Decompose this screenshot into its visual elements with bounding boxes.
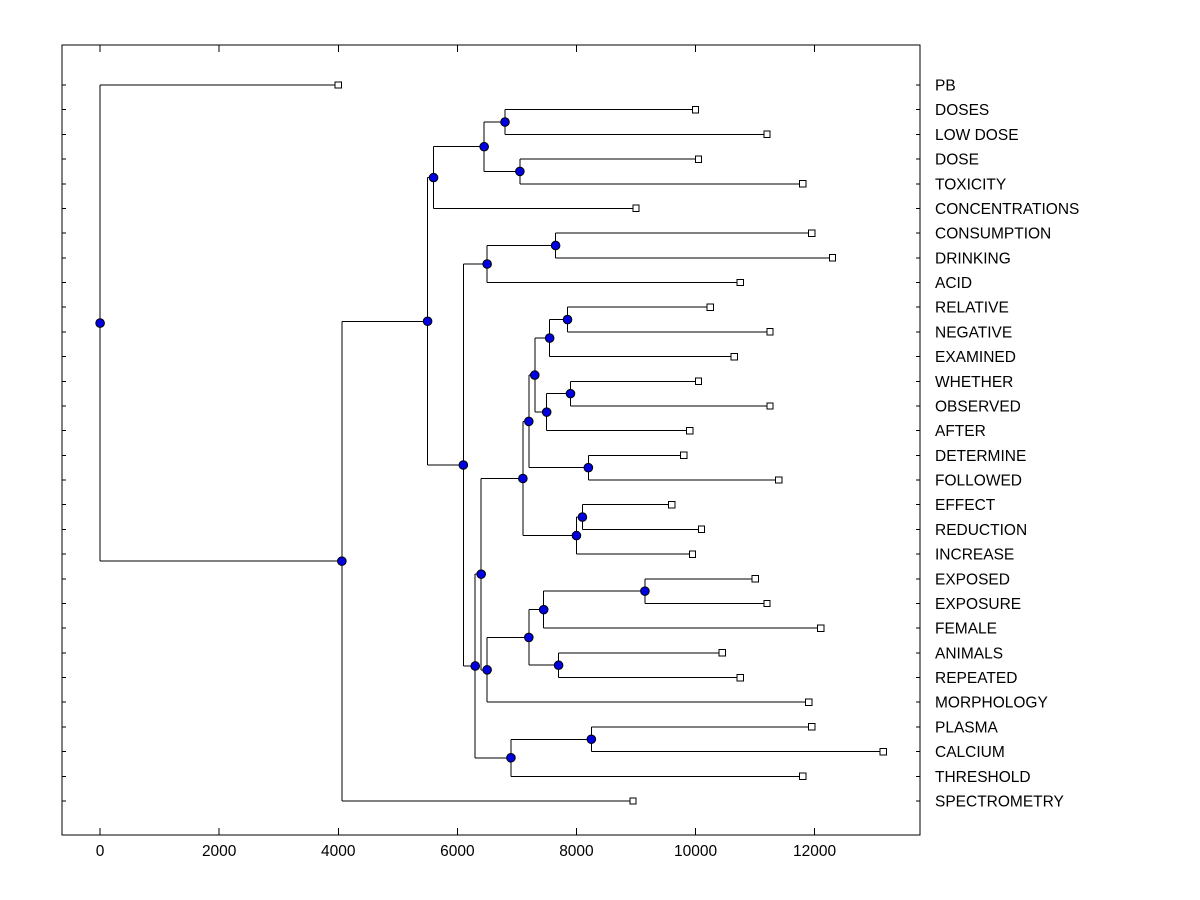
leaf-marker [828, 254, 837, 262]
cluster-node-marker [515, 166, 525, 177]
leaf-marker [718, 649, 727, 657]
leaf-label: DOSES [935, 102, 989, 119]
cluster-node-marker [586, 734, 597, 745]
cluster-node-marker [524, 416, 534, 427]
cluster-node-marker [479, 141, 489, 152]
cluster-node-marker [562, 314, 573, 325]
x-tick-label: 12000 [793, 843, 836, 860]
cluster-node-marker [470, 661, 481, 671]
x-tick-label: 4000 [321, 843, 356, 860]
leaf-label: DOSE [935, 152, 979, 169]
leaf-label: CONCENTRATIONS [935, 201, 1079, 218]
leaf-marker [807, 723, 816, 731]
leaf-marker [685, 426, 694, 435]
leaf-label: EXPOSED [935, 571, 1010, 588]
cluster-node-marker [422, 316, 433, 327]
leaf-label: EFFECT [935, 497, 996, 514]
cluster-node-marker [506, 752, 516, 763]
cluster-node-marker [544, 333, 555, 343]
leaf-label: NEGATIVE [935, 324, 1012, 341]
leaf-label: FEMALE [935, 621, 997, 638]
leaf-marker [697, 525, 706, 534]
cluster-node-marker [538, 604, 549, 615]
leaf-label: CONSUMPTION [935, 226, 1051, 243]
leaf-label: AFTER [935, 423, 986, 440]
leaf-label: PLASMA [935, 719, 999, 736]
cluster-node-marker [482, 259, 492, 269]
leaf-label: TOXICITY [935, 176, 1006, 193]
leaf-marker [751, 575, 759, 583]
leaf-marker [706, 303, 715, 311]
leaf-label: THRESHOLD [935, 769, 1031, 786]
leaf-label: WHETHER [935, 374, 1013, 391]
x-tick-label: 8000 [559, 843, 594, 860]
leaf-label: ANIMALS [935, 645, 1003, 662]
cluster-node-marker [583, 462, 594, 473]
leaf-marker [668, 501, 676, 509]
x-tick-label: 2000 [202, 843, 237, 860]
leaf-marker [334, 81, 342, 89]
leaf-marker [688, 550, 697, 558]
cluster-node-marker [553, 660, 564, 671]
x-tick-label: 10000 [674, 843, 717, 860]
leaf-marker [629, 797, 637, 805]
cluster-node-marker [476, 569, 486, 579]
leaf-marker [691, 105, 700, 114]
leaf-marker [763, 599, 771, 608]
leaf-label: RELATIVE [935, 300, 1009, 317]
leaf-marker [694, 155, 703, 163]
cluster-node-marker [565, 388, 576, 399]
leaf-marker [763, 130, 771, 139]
cluster-node-marker [458, 460, 469, 470]
leaf-marker [799, 772, 807, 781]
cluster-node-marker [95, 318, 105, 328]
cluster-node-marker [529, 370, 540, 380]
leaf-marker [879, 747, 887, 756]
leaf-marker [632, 204, 640, 213]
leaf-label: DRINKING [935, 250, 1011, 267]
leaf-label: REDUCTION [935, 522, 1027, 539]
cluster-node-marker [524, 632, 534, 643]
leaf-label: EXAMINED [935, 349, 1016, 366]
cluster-node-marker [541, 407, 552, 417]
leaf-label: PB [935, 78, 956, 95]
leaf-marker [766, 402, 774, 410]
leaf-label: DETERMINE [935, 448, 1026, 465]
leaf-label: SPECTROMETRY [935, 794, 1064, 811]
cluster-node-marker [500, 117, 510, 127]
x-tick-label: 6000 [440, 843, 475, 860]
cluster-node-marker [428, 172, 439, 183]
cluster-node-marker [482, 665, 492, 675]
leaf-marker [736, 278, 744, 287]
cluster-node-marker [518, 473, 528, 484]
leaf-label: ACID [935, 275, 972, 292]
leaf-marker [816, 624, 825, 632]
leaf-marker [679, 451, 688, 460]
leaf-label: LOW DOSE [935, 127, 1019, 144]
leaf-label: INCREASE [935, 547, 1014, 564]
cluster-node-marker [640, 586, 650, 596]
leaf-label: OBSERVED [935, 398, 1021, 415]
leaf-marker [799, 180, 807, 188]
leaf-marker [766, 328, 774, 336]
x-tick-label: 0 [96, 843, 105, 860]
cluster-node-marker [550, 240, 561, 251]
leaf-marker [730, 352, 738, 361]
leaf-label: REPEATED [935, 670, 1017, 687]
cluster-node-marker [577, 512, 588, 522]
leaf-marker [736, 673, 744, 682]
leaf-label: CALCIUM [935, 744, 1005, 761]
leaf-marker [694, 377, 703, 385]
leaf-label: MORPHOLOGY [935, 695, 1048, 712]
leaf-marker [775, 476, 783, 484]
cluster-node-marker [337, 556, 347, 566]
axes-box [61, 44, 921, 836]
leaf-label: EXPOSURE [935, 596, 1021, 613]
leaf-marker [804, 698, 813, 706]
leaf-marker [807, 229, 816, 237]
cluster-node-marker [571, 530, 582, 541]
leaf-label: FOLLOWED [935, 473, 1022, 490]
